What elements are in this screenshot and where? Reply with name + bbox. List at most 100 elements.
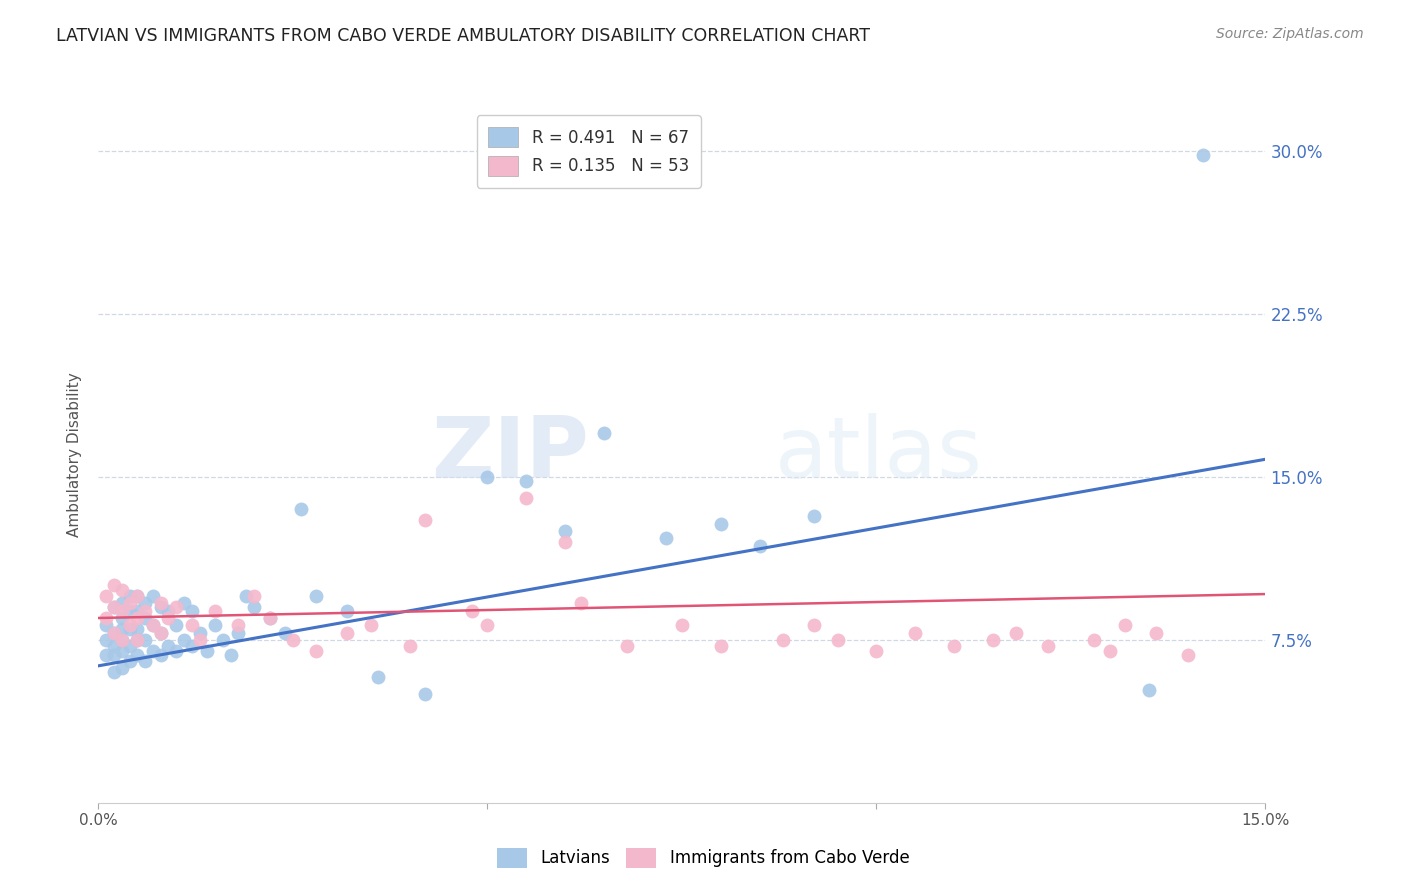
Point <box>96 617 118 632</box>
Point <box>118 617 141 632</box>
Point <box>515 474 537 488</box>
Point <box>1177 648 1199 662</box>
Point <box>127 632 149 647</box>
Point <box>228 617 250 632</box>
Point <box>274 626 297 640</box>
Point <box>111 661 134 675</box>
Point <box>1114 617 1136 632</box>
Point <box>111 605 134 619</box>
Point <box>554 524 576 538</box>
Point <box>165 643 187 657</box>
Point <box>710 517 733 532</box>
Point <box>360 617 382 632</box>
Point <box>157 611 180 625</box>
Point <box>134 611 156 625</box>
Point <box>1083 632 1105 647</box>
Point <box>134 655 156 669</box>
Point <box>367 670 389 684</box>
Text: LATVIAN VS IMMIGRANTS FROM CABO VERDE AMBULATORY DISABILITY CORRELATION CHART: LATVIAN VS IMMIGRANTS FROM CABO VERDE AM… <box>56 27 870 45</box>
Point <box>149 596 172 610</box>
Point <box>195 643 218 657</box>
Point <box>96 611 118 625</box>
Point <box>281 632 304 647</box>
Point <box>228 626 250 640</box>
Point <box>118 655 141 669</box>
Point <box>710 639 733 653</box>
Point <box>103 626 125 640</box>
Point <box>204 605 226 619</box>
Point <box>142 617 165 632</box>
Point <box>149 648 172 662</box>
Point <box>569 596 592 610</box>
Point <box>1192 148 1215 162</box>
Legend: R = 0.491   N = 67, R = 0.135   N = 53: R = 0.491 N = 67, R = 0.135 N = 53 <box>477 115 700 187</box>
Point <box>96 632 118 647</box>
Point <box>103 626 125 640</box>
Point <box>127 611 149 625</box>
Point <box>103 665 125 680</box>
Point <box>111 632 134 647</box>
Point <box>118 596 141 610</box>
Point <box>827 632 849 647</box>
Point <box>1137 682 1160 697</box>
Point <box>118 605 141 619</box>
Point <box>103 578 125 592</box>
Point <box>142 617 165 632</box>
Point <box>157 639 180 653</box>
Point <box>515 491 537 506</box>
Point <box>149 626 172 640</box>
Point <box>173 596 195 610</box>
Point <box>803 617 825 632</box>
Point <box>96 648 118 662</box>
Point <box>865 643 887 657</box>
Point <box>671 617 693 632</box>
Point <box>180 605 202 619</box>
Y-axis label: Ambulatory Disability: Ambulatory Disability <box>67 373 83 537</box>
Point <box>336 605 359 619</box>
Point <box>413 687 436 701</box>
Point <box>305 643 328 657</box>
Point <box>243 600 266 615</box>
Point <box>243 589 266 603</box>
Point <box>173 632 195 647</box>
Point <box>180 617 202 632</box>
Point <box>461 605 484 619</box>
Point <box>803 508 825 523</box>
Point <box>219 648 242 662</box>
Point <box>149 626 172 640</box>
Point <box>305 589 328 603</box>
Point <box>212 632 235 647</box>
Point <box>111 582 134 597</box>
Point <box>118 589 141 603</box>
Point <box>127 589 149 603</box>
Point <box>413 513 436 527</box>
Point <box>96 589 118 603</box>
Point <box>142 643 165 657</box>
Text: atlas: atlas <box>775 413 983 497</box>
Point <box>103 600 125 615</box>
Point <box>149 600 172 615</box>
Point <box>134 596 156 610</box>
Point <box>134 605 156 619</box>
Point <box>111 632 134 647</box>
Point <box>981 632 1004 647</box>
Point <box>204 617 226 632</box>
Point <box>1036 639 1059 653</box>
Point <box>398 639 420 653</box>
Point <box>188 626 211 640</box>
Point <box>127 648 149 662</box>
Point <box>103 600 125 615</box>
Point <box>772 632 794 647</box>
Point <box>188 632 211 647</box>
Point <box>477 469 499 483</box>
Point <box>259 611 281 625</box>
Point <box>336 626 359 640</box>
Point <box>554 535 576 549</box>
Point <box>748 539 770 553</box>
Point <box>134 632 156 647</box>
Point <box>127 632 149 647</box>
Point <box>1098 643 1121 657</box>
Legend: Latvians, Immigrants from Cabo Verde: Latvians, Immigrants from Cabo Verde <box>489 841 917 875</box>
Point <box>165 600 187 615</box>
Point <box>142 589 165 603</box>
